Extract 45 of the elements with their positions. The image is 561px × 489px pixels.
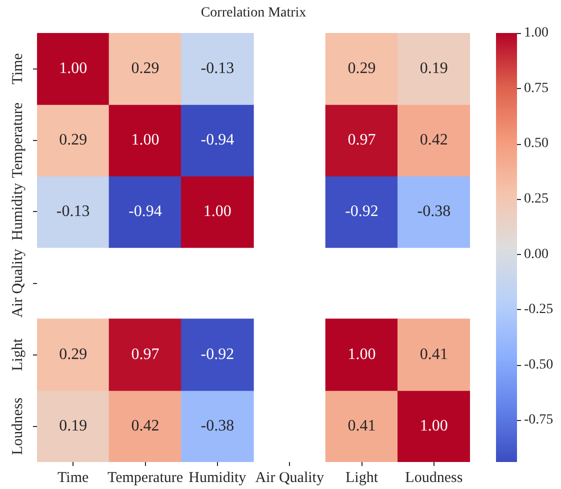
color-bar-label: -0.25 — [524, 302, 554, 318]
data-label: 0.19 — [420, 60, 448, 77]
x-tick-label: Loudness — [405, 470, 463, 486]
data-label: 1.00 — [131, 131, 160, 148]
data-label: 0.41 — [420, 346, 448, 363]
color-bar-label: 0.00 — [524, 246, 548, 262]
data-label: 0.97 — [348, 131, 376, 148]
x-tick-label: Humidity — [188, 470, 247, 486]
data-label: 0.41 — [348, 417, 376, 434]
x-tick-label: Air Quality — [255, 470, 324, 486]
data-label: 0.29 — [348, 60, 376, 77]
data-label: 0.42 — [131, 417, 160, 434]
data-label: 0.29 — [59, 346, 88, 363]
data-label: -0.38 — [417, 202, 451, 220]
x-tick-label: Time — [58, 470, 89, 486]
data-label: -0.94 — [200, 131, 234, 148]
x-tick-label: Light — [346, 470, 379, 486]
data-label: 1.00 — [203, 202, 232, 220]
y-tick-label: Light — [10, 338, 26, 371]
color-bar-label: 0.50 — [524, 136, 548, 152]
color-bar-label: 1.00 — [524, 26, 548, 41]
data-label: 1.00 — [420, 417, 448, 434]
data-label: -0.38 — [200, 417, 234, 434]
data-label: 0.29 — [131, 60, 160, 77]
y-tick-label: Time — [10, 52, 26, 84]
data-label: 0.42 — [420, 131, 448, 148]
y-tick-label: Air Quality — [10, 248, 26, 318]
color-bar-label: 0.25 — [524, 192, 548, 207]
color-bar-label: -0.75 — [524, 412, 554, 428]
data-label: 1.00 — [59, 60, 88, 77]
color-bar-label: -0.50 — [524, 357, 554, 372]
data-label: 0.97 — [131, 346, 160, 363]
data-label: -0.92 — [200, 346, 234, 363]
data-label: 0.19 — [59, 417, 88, 434]
data-label: -0.13 — [200, 60, 234, 77]
data-label: -0.13 — [56, 202, 90, 220]
x-tick-label: Temperature — [107, 470, 184, 486]
y-tick-label: Humidity — [10, 182, 26, 241]
data-label: 0.29 — [59, 131, 88, 148]
chart-title: Correlation Matrix — [200, 6, 306, 21]
data-label: 1.00 — [348, 346, 376, 363]
data-label: -0.92 — [345, 202, 378, 220]
y-tick-label: Temperature — [10, 102, 26, 178]
color-bar-label: 0.75 — [524, 80, 548, 96]
data-label: -0.94 — [128, 202, 162, 220]
